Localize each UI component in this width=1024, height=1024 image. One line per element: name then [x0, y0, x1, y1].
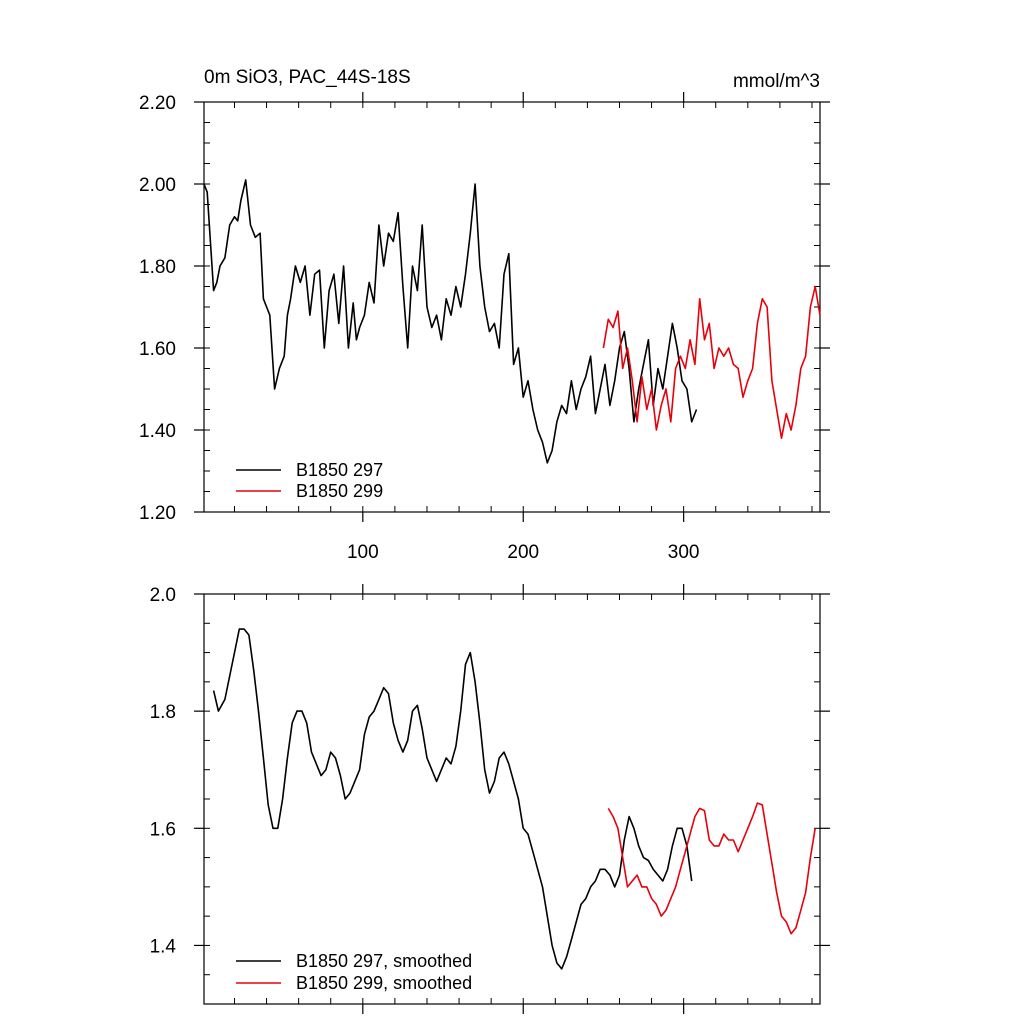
y-tick-label: 1.6	[150, 819, 176, 840]
top-chart-title: 0m SiO3, PAC_44S-18S	[204, 67, 411, 88]
top-tick-labels: 1.20 1.40 1.60 1.80 2.00 2.20 100 200 300	[139, 93, 699, 563]
x-tick-label: 100	[347, 542, 379, 563]
top-axis-ticks	[194, 92, 830, 522]
top-panel: 0m SiO3, PAC_44S-18S mmol/m^3 1.201.401.…	[139, 67, 830, 563]
series-line-0	[212, 628, 693, 970]
bottom-series-lines	[212, 628, 816, 970]
y-tick-label: 1.60	[139, 339, 176, 360]
y-tick-label: 1.20	[139, 503, 176, 524]
top-legend-label-red: B1850 299	[296, 481, 383, 501]
bottom-axis-ticks	[194, 584, 830, 1014]
y-tick-label: 2.0	[150, 585, 176, 606]
y-tick-label: 2.20	[139, 93, 176, 114]
top-chart-units: mmol/m^3	[733, 71, 820, 92]
y-tick-label: 2.00	[139, 175, 176, 196]
y-tick-label: 1.8	[150, 702, 176, 723]
bottom-legend-label-black: B1850 297, smoothed	[296, 951, 472, 971]
series-line-1	[602, 285, 821, 440]
x-tick-label: 300	[668, 542, 700, 563]
bottom-tick-labels: 1.4 1.6 1.8 2.0	[150, 585, 177, 957]
bottom-panel: 1.4 1.6 1.8 2.0 B1850 297, smoothed B1850 2…	[150, 584, 830, 1014]
series-line-0	[203, 179, 698, 464]
y-tick-label: 1.80	[139, 257, 176, 278]
top-legend: B1850 297 B1850 299	[236, 460, 383, 501]
bottom-legend: B1850 297, smoothed B1850 299, smoothed	[236, 951, 472, 993]
top-series-lines	[203, 179, 821, 464]
top-legend-label-black: B1850 297	[296, 460, 383, 480]
series-line-1	[607, 802, 816, 935]
top-plot-frame	[203, 101, 821, 513]
bottom-legend-label-red: B1850 299, smoothed	[296, 973, 472, 993]
bottom-plot-frame	[203, 593, 821, 1005]
y-tick-label: 1.4	[150, 936, 177, 957]
y-tick-label: 1.40	[139, 421, 176, 442]
x-tick-label: 200	[507, 542, 539, 563]
